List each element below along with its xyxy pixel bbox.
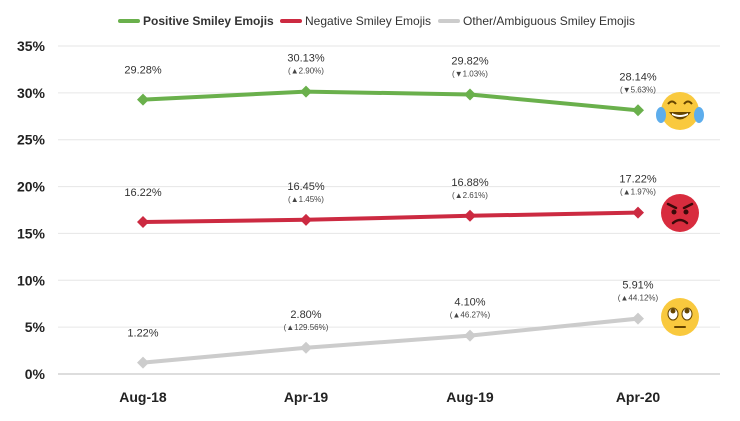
series-line [141,89,640,113]
angry-face-emoji-icon [661,194,699,232]
data-point [632,104,644,117]
data-label: 17.22% [619,174,657,186]
tears-of-joy-emoji-icon [656,92,704,130]
change-label: (▲44.12%) [618,294,659,303]
change-label: (▼5.63%) [620,85,656,94]
data-point [464,209,476,222]
data-label: 16.22% [124,187,162,199]
legend-label: Positive Smiley Emojis [143,14,274,28]
eye-roll-emoji-icon [661,298,699,336]
data-label: 29.82% [451,56,489,68]
change-label: (▼1.03%) [452,70,488,79]
data-label: 4.10% [454,297,485,309]
series-line [141,316,640,365]
change-label: (▲129.56%) [284,323,329,332]
data-point [300,341,312,354]
data-label: 30.13% [287,53,325,65]
x-tick-label: Aug-19 [446,389,494,405]
x-tick-label: Aug-18 [119,389,167,405]
legend-label: Negative Smiley Emojis [305,14,431,28]
change-label: (▲46.27%) [450,311,491,320]
data-point [300,85,312,98]
y-tick-label: 35% [17,38,46,54]
change-label: (▲1.45%) [288,195,324,204]
data-label: 29.28% [124,65,162,77]
data-point [632,312,644,325]
grid [58,45,720,375]
legend-item: Other/Ambiguous Smiley Emojis [438,14,635,28]
data-point [464,329,476,342]
emoji-icons [656,92,704,336]
y-tick-label: 10% [17,272,46,288]
series-1: 29.28% 30.13% (▲2.90%) 29.82% (▼1.03%) 28.14%… [124,53,657,117]
data-point [632,206,644,219]
y-axis: 0% 5% 10% 15% 20% 25% 30% 35% [17,38,46,382]
legend-item: Positive Smiley Emojis [118,14,274,28]
x-tick-label: Apr-19 [284,389,329,405]
y-tick-label: 25% [17,132,46,148]
change-label: (▲2.90%) [288,67,324,76]
data-point [464,88,476,101]
legend: Positive Smiley Emojis Negative Smiley Em… [118,14,635,28]
data-label: 1.22% [127,328,158,340]
data-label: 5.91% [622,280,653,292]
data-label: 28.14% [619,71,657,83]
legend-label: Other/Ambiguous Smiley Emojis [463,14,635,28]
series-group: 29.28% 30.13% (▲2.90%) 29.82% (▼1.03%) 28.14%… [124,53,659,369]
y-tick-label: 5% [25,319,46,335]
y-tick-label: 30% [17,85,46,101]
change-label: (▲1.97%) [620,188,656,197]
data-point [137,356,149,369]
data-point [137,93,149,106]
change-label: (▲2.61%) [452,191,488,200]
data-label: 2.80% [290,309,321,321]
y-tick-label: 15% [17,225,46,241]
y-tick-label: 20% [17,179,46,195]
data-point [300,213,312,226]
y-tick-label: 0% [25,366,46,382]
legend-item: Negative Smiley Emojis [280,14,431,28]
x-axis: Aug-18 Apr-19 Aug-19 Apr-20 [119,389,660,405]
x-tick-label: Apr-20 [616,389,661,405]
data-label: 16.88% [451,177,489,189]
data-point [137,215,149,228]
series-3: 1.22% 2.80% (▲129.56%) 4.10% (▲46.27%) 5.91% (… [127,280,659,369]
series-2: 16.22% 16.45% (▲1.45%) 16.88% (▲2.61%) 17.22%… [124,174,657,228]
data-label: 16.45% [287,181,325,193]
series-line [141,210,640,224]
